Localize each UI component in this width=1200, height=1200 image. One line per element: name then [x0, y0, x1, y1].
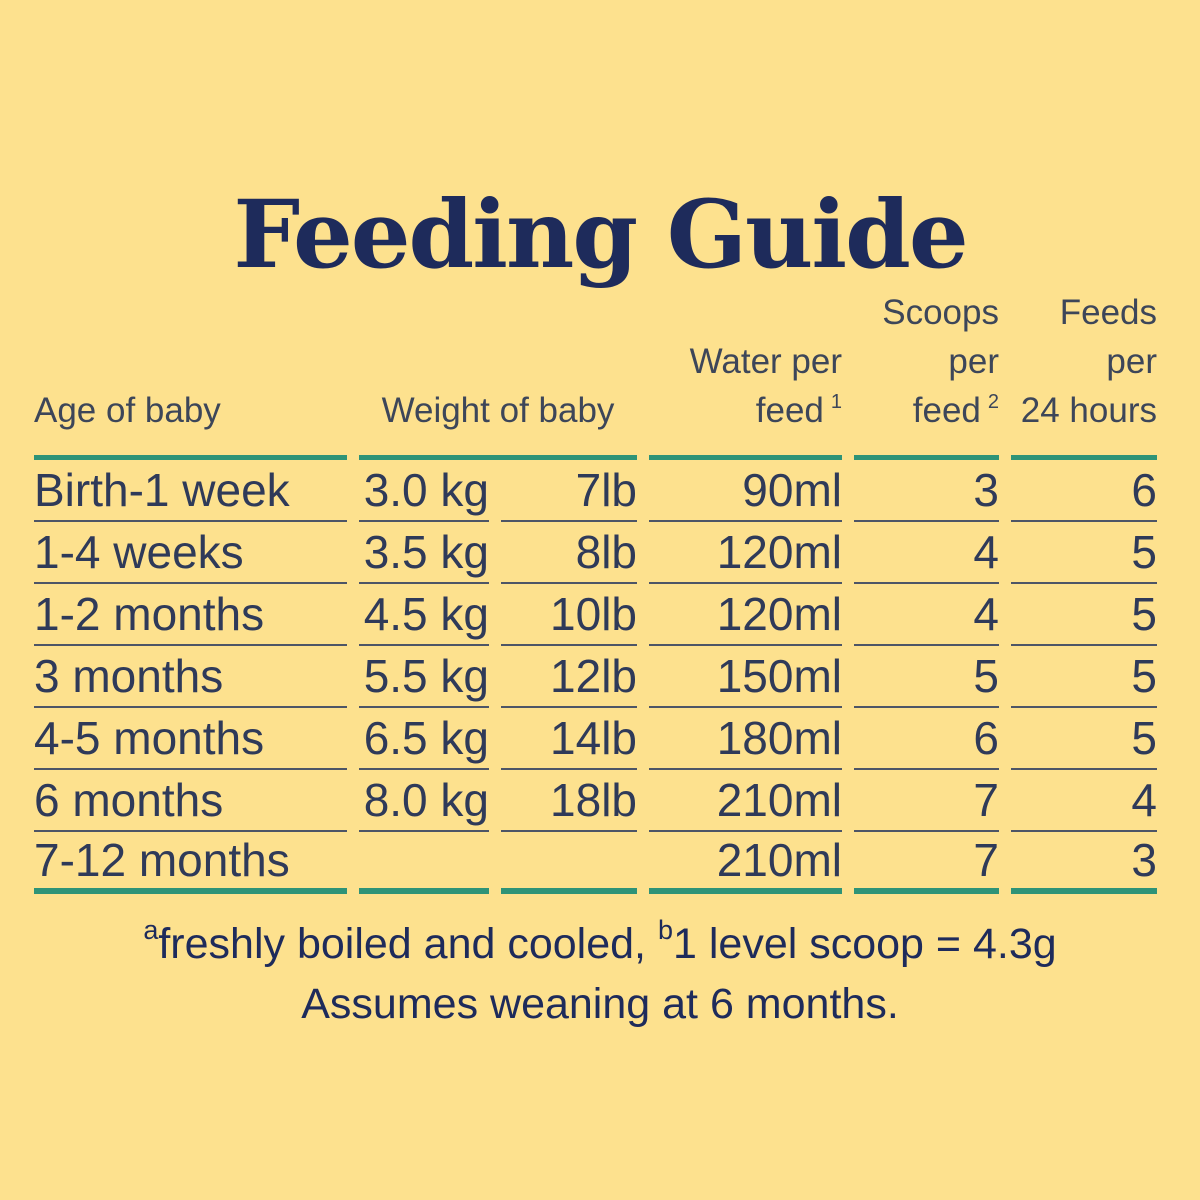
- table-row: 1-2 months 4.5 kg 10lb 120ml 4 5: [34, 584, 1157, 647]
- cell-lb: 14lb: [501, 708, 637, 771]
- cell-kg: 4.5 kg: [359, 584, 489, 647]
- table-row: Birth-1 week 3.0 kg 7lb 90ml 3 6: [34, 460, 1157, 523]
- cell-water: 120ml: [649, 522, 842, 585]
- cell-kg: 5.5 kg: [359, 646, 489, 709]
- footnote-text-b: 1 level scoop = 4.3g: [672, 920, 1057, 969]
- table-row: 6 months 8.0 kg 18lb 210ml 7 4: [34, 770, 1157, 833]
- cell-scoops: 4: [854, 522, 999, 585]
- col-header-scoops-line2: per feed: [912, 342, 999, 431]
- cell-age: 3 months: [34, 646, 347, 709]
- cell-water: 210ml: [649, 832, 842, 895]
- col-header-water: Water per feed 1: [649, 288, 842, 461]
- cell-lb: 18lb: [501, 770, 637, 833]
- footnote-marker-2: 2: [987, 390, 999, 413]
- col-header-weight: Weight of baby: [359, 288, 637, 461]
- cell-feeds: 5: [1011, 646, 1157, 709]
- col-header-scoops: Scoops per feed 2: [854, 288, 999, 461]
- table-body: Birth-1 week 3.0 kg 7lb 90ml 3 6 1-4 weeks 3.5 …: [34, 460, 1157, 895]
- table-header-row: Age of baby Weight of baby Water per feed…: [34, 288, 1157, 461]
- table-row: 3 months 5.5 kg 12lb 150ml 5 5: [34, 646, 1157, 709]
- cell-feeds: 6: [1011, 460, 1157, 523]
- cell-feeds: 5: [1011, 708, 1157, 771]
- footnote-text-a: freshly boiled and cooled,: [158, 920, 658, 969]
- cell-age: Birth-1 week: [34, 460, 347, 523]
- col-header-water-line2: feed: [755, 391, 824, 431]
- footnote-superscript-b: b: [657, 914, 673, 945]
- cell-scoops: 3: [854, 460, 999, 523]
- cell-water: 210ml: [649, 770, 842, 833]
- col-header-age: Age of baby: [34, 288, 347, 461]
- footnote-superscript-a: a: [143, 914, 159, 945]
- cell-feeds: 4: [1011, 770, 1157, 833]
- cell-water: 120ml: [649, 584, 842, 647]
- col-header-water-line1: Water per: [689, 342, 842, 382]
- cell-scoops: 4: [854, 584, 999, 647]
- cell-age: 1-4 weeks: [34, 522, 347, 585]
- col-header-scoops-line1: Scoops: [882, 293, 999, 333]
- col-header-feeds-line1: Feeds per: [1059, 293, 1157, 382]
- cell-lb: [501, 832, 637, 895]
- footnote-line-2: Assumes weaning at 6 months.: [301, 980, 899, 1029]
- cell-scoops: 6: [854, 708, 999, 771]
- footnote-marker-1: 1: [830, 390, 842, 413]
- cell-water: 180ml: [649, 708, 842, 771]
- cell-water: 90ml: [649, 460, 842, 523]
- table-row: 7-12 months 210ml 7 3: [34, 832, 1157, 895]
- cell-lb: 10lb: [501, 584, 637, 647]
- cell-feeds: 3: [1011, 832, 1157, 895]
- cell-kg: 3.0 kg: [359, 460, 489, 523]
- cell-age: 6 months: [34, 770, 347, 833]
- cell-lb: 7lb: [501, 460, 637, 523]
- cell-lb: 12lb: [501, 646, 637, 709]
- cell-feeds: 5: [1011, 584, 1157, 647]
- cell-age: 1-2 months: [34, 584, 347, 647]
- col-header-feeds-line2: 24 hours: [1020, 391, 1157, 431]
- cell-scoops: 7: [854, 770, 999, 833]
- cell-scoops: 7: [854, 832, 999, 895]
- page-title: Feeding Guide: [233, 180, 968, 290]
- cell-kg: 8.0 kg: [359, 770, 489, 833]
- table-row: 1-4 weeks 3.5 kg 8lb 120ml 4 5: [34, 522, 1157, 585]
- table-row: 4-5 months 6.5 kg 14lb 180ml 6 5: [34, 708, 1157, 771]
- cell-kg: 6.5 kg: [359, 708, 489, 771]
- cell-kg: 3.5 kg: [359, 522, 489, 585]
- cell-age: 7-12 months: [34, 832, 347, 895]
- cell-kg: [359, 832, 489, 895]
- cell-scoops: 5: [854, 646, 999, 709]
- footnote-line-1: afreshly boiled and cooled, b1 level sco…: [0, 914, 1200, 974]
- cell-water: 150ml: [649, 646, 842, 709]
- cell-feeds: 5: [1011, 522, 1157, 585]
- cell-lb: 8lb: [501, 522, 637, 585]
- feeding-table: Age of baby Weight of baby Water per feed…: [22, 288, 1169, 895]
- col-header-feeds: Feeds per 24 hours: [1011, 288, 1157, 461]
- cell-age: 4-5 months: [34, 708, 347, 771]
